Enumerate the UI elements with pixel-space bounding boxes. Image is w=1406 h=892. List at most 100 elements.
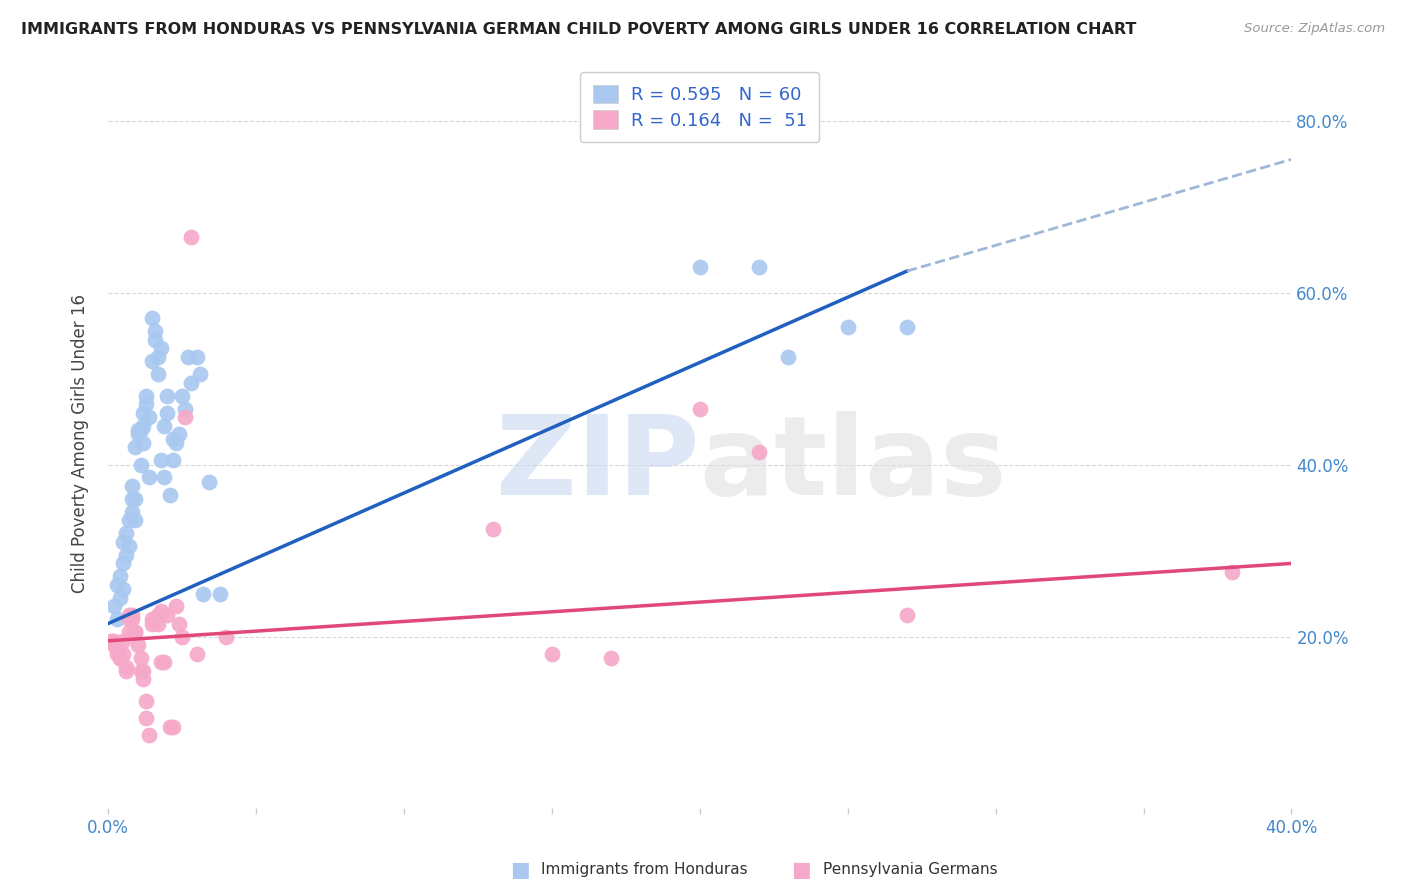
Point (778, 350, 800, 364)
Point (118, 539, 141, 553)
Point (150, 604, 173, 618)
Point (156, 607, 179, 622)
Point (141, 616, 163, 631)
Point (121, 607, 143, 622)
Point (191, 586, 214, 600)
Point (129, 651, 152, 665)
Point (105, 578, 128, 592)
Point (135, 389, 157, 403)
Point (118, 612, 141, 626)
Point (167, 427, 190, 442)
Point (748, 260, 770, 274)
Point (165, 436, 187, 450)
Point (129, 423, 152, 437)
Point (118, 513, 141, 527)
Point (143, 333, 166, 347)
Point (162, 453, 184, 467)
Text: atlas: atlas (700, 411, 1007, 518)
Point (177, 350, 200, 364)
Point (135, 397, 157, 411)
Point (135, 694, 157, 708)
Point (105, 647, 128, 661)
Point (129, 664, 152, 678)
Point (132, 673, 155, 687)
Point (108, 591, 131, 605)
Point (837, 320, 859, 334)
Y-axis label: Child Poverty Among Girls Under 16: Child Poverty Among Girls Under 16 (72, 293, 89, 592)
Point (1220, 565, 1243, 579)
Point (162, 432, 184, 446)
Text: IMMIGRANTS FROM HONDURAS VS PENNSYLVANIA GERMAN CHILD POVERTY AMONG GIRLS UNDER : IMMIGRANTS FROM HONDURAS VS PENNSYLVANIA… (21, 22, 1136, 37)
Point (148, 616, 170, 631)
Point (132, 418, 155, 433)
Point (111, 633, 134, 648)
Point (748, 444, 770, 458)
Text: Source: ZipAtlas.com: Source: ZipAtlas.com (1244, 22, 1385, 36)
Point (186, 350, 208, 364)
Point (103, 638, 125, 652)
Point (114, 659, 136, 673)
Point (111, 647, 134, 661)
Point (124, 625, 146, 640)
Point (188, 368, 211, 382)
Point (132, 664, 155, 678)
Point (174, 401, 197, 416)
Point (111, 557, 134, 571)
Point (143, 324, 166, 338)
Point (148, 368, 170, 382)
Point (540, 647, 562, 661)
Point (127, 423, 149, 437)
Text: ■: ■ (510, 860, 530, 880)
Point (108, 651, 131, 665)
Point (150, 453, 173, 467)
Point (153, 655, 176, 669)
Point (170, 389, 193, 403)
Point (600, 651, 623, 665)
Point (118, 625, 141, 640)
Point (153, 418, 176, 433)
Text: Immigrants from Honduras: Immigrants from Honduras (541, 863, 748, 877)
Point (174, 410, 197, 425)
Point (132, 436, 155, 450)
Point (121, 479, 143, 493)
Point (148, 607, 170, 622)
Point (114, 548, 136, 562)
Point (132, 406, 155, 420)
Point (197, 475, 219, 489)
Point (896, 320, 918, 334)
Point (138, 728, 160, 742)
Point (121, 491, 143, 506)
Point (111, 582, 134, 597)
Point (689, 401, 711, 416)
Point (156, 389, 179, 403)
Point (148, 350, 170, 364)
Point (121, 505, 143, 519)
Point (141, 311, 163, 326)
Point (121, 612, 143, 626)
Point (215, 630, 238, 644)
Point (124, 625, 146, 640)
Point (150, 655, 173, 669)
Point (118, 607, 141, 622)
Point (159, 720, 181, 734)
Point (135, 711, 157, 725)
Point (156, 406, 179, 420)
Point (165, 599, 187, 614)
Point (111, 535, 134, 549)
Point (180, 229, 202, 244)
Point (186, 647, 208, 661)
Point (138, 410, 160, 425)
Point (105, 612, 128, 626)
Text: ZIP: ZIP (496, 411, 700, 518)
Point (138, 470, 160, 484)
Point (103, 633, 125, 648)
Point (129, 458, 152, 472)
Legend: R = 0.595   N = 60, R = 0.164   N =  51: R = 0.595 N = 60, R = 0.164 N = 51 (581, 72, 820, 143)
Point (896, 607, 918, 622)
Text: Pennsylvania Germans: Pennsylvania Germans (823, 863, 997, 877)
Point (689, 260, 711, 274)
Point (209, 586, 232, 600)
Point (108, 569, 131, 583)
Point (150, 342, 173, 356)
Point (124, 441, 146, 455)
